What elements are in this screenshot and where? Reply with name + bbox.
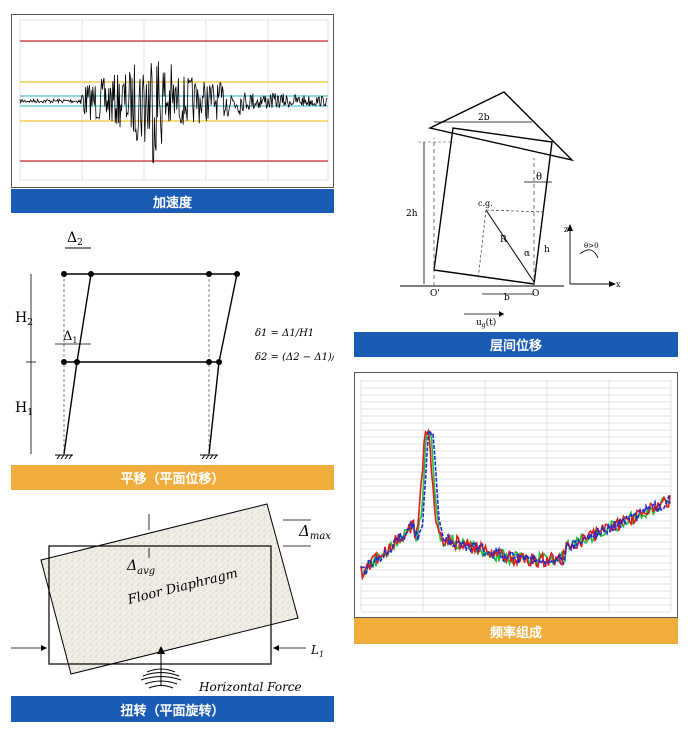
frequency-grid	[360, 379, 672, 613]
frequency-series-red	[360, 428, 671, 581]
rotation-arrow	[579, 249, 599, 259]
label-b: b	[504, 293, 510, 303]
frequency-chart-frame	[354, 372, 678, 618]
acceleration-chart	[19, 19, 329, 181]
fixed-supports	[55, 454, 218, 460]
frequency-caption: 频率组成	[354, 618, 678, 644]
acceleration-caption: 加速度	[11, 189, 334, 213]
roof-triangle	[427, 91, 575, 162]
undeformed-columns	[63, 274, 210, 454]
translation-panel: Δ2 H2 H1	[11, 226, 350, 490]
acceleration-chart-frame	[11, 14, 334, 188]
torsion-caption: 扭转（平面旋转）	[11, 696, 334, 722]
label-h: h	[544, 245, 550, 255]
delta-max-label: Δmax	[298, 522, 331, 542]
label-cg: c.g.	[478, 199, 493, 208]
label-oprime: O'	[430, 289, 440, 299]
label-o: O	[532, 289, 539, 299]
drift-equation-1: δ1 = Δ1/H1	[255, 328, 314, 339]
drift-caption: 层间位移	[354, 332, 678, 357]
translation-caption: 平移（平面位移）	[11, 465, 334, 490]
cg-dashed-vertical	[477, 209, 487, 281]
radius-line	[485, 209, 535, 283]
label-2h: 2h	[406, 209, 418, 219]
h2-label: H2	[15, 310, 33, 328]
torsion-panel: Floor Diaphragm Δmax Δavg L1 Horizontal …	[11, 500, 334, 722]
drift-equation-2: δ2 = (Δ2 − Δ1)/H2	[255, 352, 334, 363]
axis-z-label: z	[564, 225, 568, 234]
cg-dashed-horizontal	[485, 209, 545, 213]
label-theta: θ	[536, 172, 542, 183]
delta2-label: Δ2	[67, 230, 83, 248]
theta-positive-label: θ>0	[584, 242, 599, 250]
label-alpha: α	[524, 249, 530, 259]
original-floor-outline	[48, 545, 272, 665]
axis-x-label: x	[616, 280, 621, 289]
frequency-panel: 频率组成	[354, 372, 678, 644]
acceleration-panel: 加速度	[11, 14, 334, 214]
frame-joints	[61, 271, 240, 365]
ground-motion-icon	[140, 668, 182, 689]
frequency-series-blue	[360, 428, 671, 578]
acceleration-waveform	[19, 61, 328, 164]
l1-label: L1	[310, 643, 324, 659]
label-ug: ug(t)	[476, 317, 496, 329]
frequency-chart	[360, 379, 672, 613]
rotated-block	[433, 127, 553, 285]
height-dimension-lines	[26, 274, 36, 454]
translation-diagram: Δ2 H2 H1	[15, 230, 350, 460]
torsion-diagram: Floor Diaphragm Δmax Δavg L1 Horizontal …	[11, 503, 331, 694]
label-2b: 2b	[478, 113, 490, 123]
horizontal-force-label: Horizontal Force	[198, 680, 302, 694]
delta1-label: Δ1	[63, 329, 77, 345]
label-r: R	[500, 235, 507, 245]
drift-diagram: 2h 2b θ c.g. R α h b O O' ug(t) z x θ>0	[400, 91, 621, 329]
drift-panel: 2h 2b θ c.g. R α h b O O' ug(t) z x θ>0 …	[354, 88, 678, 358]
delta-avg-label: Δavg	[126, 558, 155, 577]
h1-label: H1	[15, 400, 33, 418]
